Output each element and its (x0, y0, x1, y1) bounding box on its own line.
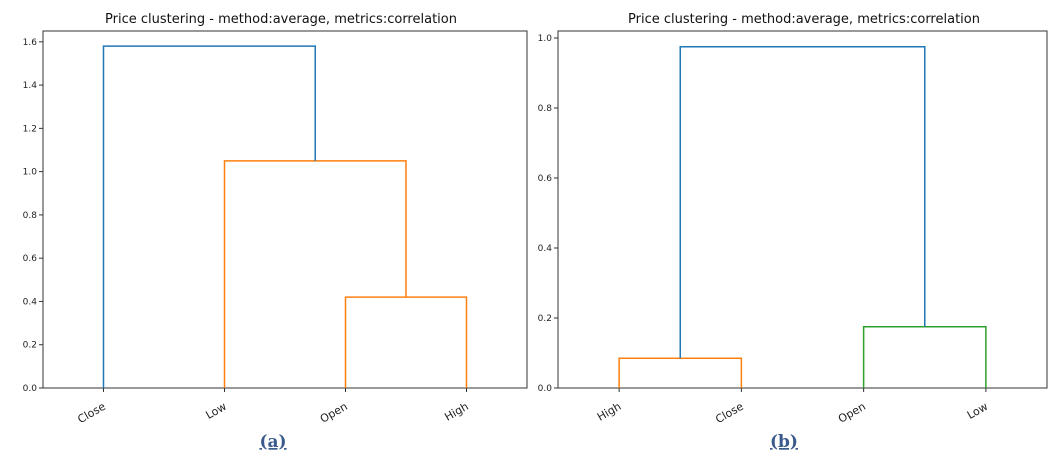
dendrogram-link (862, 326, 987, 388)
y-tick-label: 1.0 (23, 168, 38, 178)
y-tick-label: 0.6 (538, 174, 553, 184)
x-tick-label: High (442, 400, 470, 424)
dendrogram-link (344, 296, 468, 388)
x-tick-label: Low (204, 400, 229, 422)
y-tick-label: 0.2 (538, 314, 552, 324)
plot-frame (42, 30, 528, 389)
y-tick-label: 0.6 (23, 254, 38, 264)
chart-title: Price clustering - method:average, metri… (628, 12, 980, 27)
y-tick-label: 0.0 (23, 384, 38, 394)
dendrogram-link (223, 160, 407, 388)
y-tick-label: 0.8 (23, 211, 38, 221)
x-tick-label: Low (965, 400, 990, 422)
panel-caption: (b) (770, 432, 798, 452)
panel-caption: (a) (259, 432, 286, 452)
dendrogram-link (679, 46, 926, 359)
y-tick-label: 0.4 (538, 244, 553, 254)
y-tick-label: 0.2 (23, 341, 37, 351)
y-tick-label: 1.4 (23, 81, 38, 91)
y-tick-label: 0.8 (538, 104, 553, 114)
plot-frame (557, 30, 1048, 389)
y-tick-label: 0.4 (23, 297, 38, 307)
x-tick-label: Close (713, 400, 746, 426)
dendrogram-link (618, 357, 743, 388)
y-tick-label: 1.6 (23, 38, 38, 48)
chart-title: Price clustering - method:average, metri… (105, 12, 457, 27)
x-tick-label: Open (836, 400, 868, 426)
y-tick-label: 0.0 (538, 384, 553, 394)
y-tick-label: 1.2 (23, 124, 37, 134)
x-tick-label: High (595, 400, 623, 424)
y-tick-label: 1.0 (538, 34, 553, 44)
x-tick-label: Close (75, 400, 108, 426)
dendrogram-link (102, 45, 316, 388)
x-tick-label: Open (318, 400, 350, 426)
